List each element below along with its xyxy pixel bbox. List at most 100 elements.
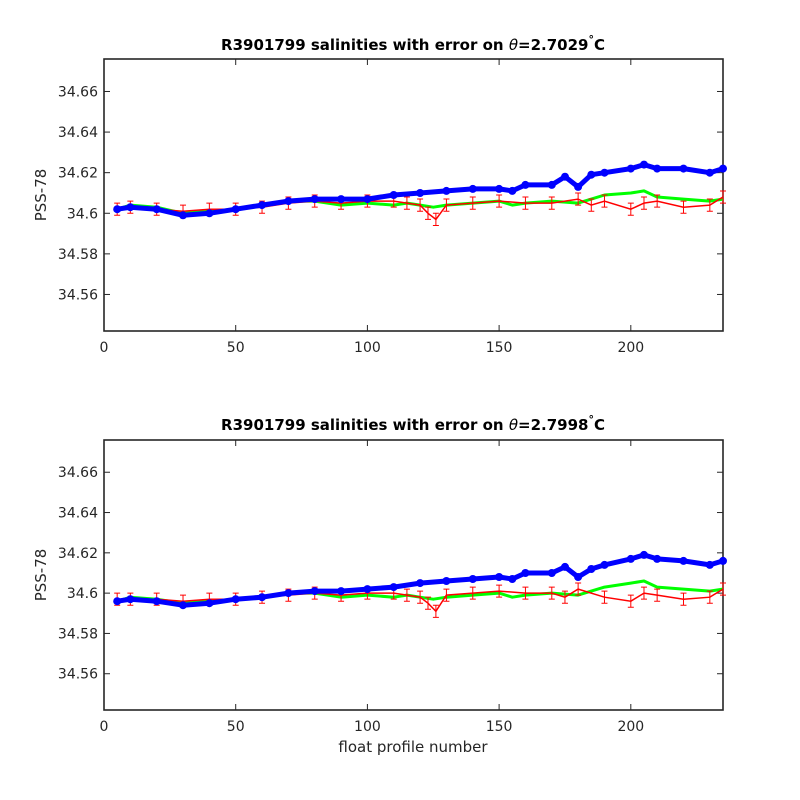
data-point: [495, 184, 504, 193]
x-tick-label: 50: [227, 340, 245, 356]
data-point: [337, 195, 346, 204]
data-point: [389, 583, 398, 592]
error-bar: [575, 582, 582, 596]
error-bar: [720, 582, 726, 596]
data-point: [574, 573, 583, 581]
error-bar: [548, 196, 555, 210]
series-layer-top: [113, 160, 727, 226]
data-point: [231, 595, 240, 604]
data-point: [600, 560, 609, 569]
x-axis-label-bottom: float profile number: [338, 738, 488, 756]
y-tick-label: 34.58: [58, 626, 98, 642]
data-point: [113, 597, 122, 606]
error-bar: [432, 604, 439, 618]
chart-panel-top: R3901799 salinities with error on θ=2.70…: [32, 33, 727, 356]
data-point: [205, 599, 214, 608]
error-bar: [601, 590, 608, 604]
y-tick-label: 34.64: [58, 125, 98, 141]
error-bar: [654, 588, 661, 602]
data-point: [337, 587, 346, 596]
error-bar: [417, 198, 424, 212]
error-bar: [522, 586, 529, 600]
error-bar: [561, 590, 568, 604]
x-tick-label: 200: [617, 719, 644, 735]
error-bar: [403, 588, 410, 602]
data-point: [231, 205, 240, 214]
error-bar: [601, 194, 608, 208]
error-bar: [706, 590, 713, 604]
data-point: [284, 197, 293, 206]
error-bar: [522, 196, 529, 210]
y-tick-label: 34.62: [58, 546, 98, 562]
data-point: [600, 168, 609, 177]
data-point: [416, 579, 425, 588]
error-bar: [640, 586, 647, 600]
error-bar: [496, 584, 503, 598]
data-point: [495, 573, 504, 581]
chart-title-top: R3901799 salinities with error on θ=2.70…: [221, 33, 605, 54]
error-bar: [403, 196, 410, 210]
x-tick-label: 200: [617, 340, 644, 356]
data-point: [442, 186, 451, 195]
data-point: [152, 597, 161, 606]
data-point: [179, 601, 187, 610]
data-point: [719, 556, 727, 565]
error-bar: [654, 194, 661, 208]
error-bar: [640, 196, 647, 210]
error-bar: [424, 596, 431, 610]
x-tick-label: 0: [100, 719, 109, 735]
x-tick-label: 50: [227, 719, 245, 735]
error-bar: [627, 202, 634, 216]
data-point: [126, 595, 135, 604]
y-tick-label: 34.6: [67, 586, 98, 602]
data-point: [547, 180, 556, 189]
y-axis-label-top: PSS-78: [32, 169, 50, 222]
y-tick-label: 34.56: [58, 287, 98, 303]
data-point: [521, 180, 530, 189]
data-point: [561, 562, 569, 571]
data-point: [626, 554, 635, 563]
x-tick-label: 100: [354, 719, 381, 735]
plot-area-bottom: [103, 439, 724, 711]
error-bar: [496, 194, 503, 208]
data-point: [113, 205, 122, 214]
error-bar: [575, 192, 582, 206]
error-bar: [417, 590, 424, 604]
y-tick-label: 34.66: [58, 465, 98, 481]
error-bar: [432, 212, 439, 226]
y-axis-label-bottom: PSS-78: [32, 549, 50, 602]
data-point: [363, 195, 372, 204]
data-point: [547, 569, 556, 577]
error-bar: [443, 198, 450, 212]
data-point: [258, 593, 266, 602]
y-axis-bottom: 34.56 34.58 34.6 34.62 34.64 34.66: [58, 465, 723, 683]
error-bar: [424, 206, 431, 220]
error-bar: [588, 198, 595, 212]
data-point: [705, 560, 714, 569]
y-axis-top: 34.56 34.58 34.6 34.62 34.64 34.66: [58, 84, 723, 303]
x-tick-label: 100: [354, 340, 381, 356]
data-point: [640, 160, 648, 169]
x-axis-bottom: 0 50 100 150 200: [100, 440, 644, 735]
y-tick-label: 34.56: [58, 667, 98, 683]
data-point: [705, 168, 714, 177]
data-point: [679, 556, 688, 565]
error-bar: [720, 190, 726, 204]
data-point: [416, 189, 425, 197]
data-point: [679, 164, 688, 173]
y-tick-label: 34.64: [58, 506, 98, 522]
data-point: [653, 164, 662, 173]
chart-panel-bottom: R3901799 salinities with error on θ=2.79…: [32, 413, 727, 756]
data-point: [587, 565, 596, 573]
chart-title-bottom: R3901799 salinities with error on θ=2.79…: [221, 413, 605, 434]
series-layer-bottom: [113, 550, 727, 618]
error-bar: [469, 196, 476, 210]
y-tick-label: 34.6: [67, 206, 98, 222]
y-tick-label: 34.58: [58, 247, 98, 263]
data-point: [468, 184, 477, 193]
error-bar: [469, 586, 476, 600]
data-point: [152, 205, 161, 214]
data-point: [310, 587, 319, 596]
data-point: [508, 575, 517, 583]
